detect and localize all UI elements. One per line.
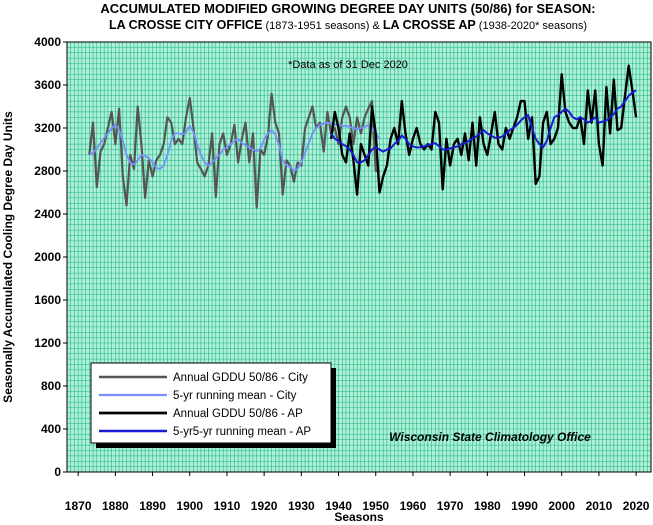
- title-airport-seasons: (1938-2020* seasons): [476, 20, 587, 32]
- y-tick-label: 1600: [34, 293, 61, 307]
- series-city-running-mean: [88, 121, 381, 172]
- data-date-note: *Data as of 31 Dec 2020: [288, 59, 408, 71]
- x-tick-label: 1900: [176, 499, 203, 513]
- y-axis-label: Seasonally Accumulated Cooling Degree Da…: [1, 111, 15, 403]
- y-tick-label: 2800: [34, 164, 61, 178]
- chart-title-line2: LA CROSSE CITY OFFICE (1873-1951 seasons…: [109, 18, 587, 32]
- x-tick-label: 1890: [139, 499, 166, 513]
- x-tick-label: 1870: [65, 499, 92, 513]
- legend: Annual GDDU 50/86 - City 5-yr running mea…: [90, 362, 336, 448]
- x-tick-label: 1950: [362, 499, 389, 513]
- y-tick-label: 2000: [34, 250, 61, 264]
- x-tick-label: 2020: [623, 499, 650, 513]
- x-tick-label: 1920: [251, 499, 278, 513]
- y-tick-label: 800: [41, 379, 61, 393]
- series-ap-annual: [329, 64, 638, 196]
- y-tick-label: 0: [54, 465, 61, 479]
- legend-entry: Annual GDDU 50/86 - City: [173, 372, 308, 384]
- y-axis-ticks: 0 400 800 1200 1600 2000 2400 2800 3200 3600 4000: [34, 35, 67, 479]
- legend-entry: 5-yr running mean - City: [173, 390, 297, 402]
- x-tick-label: 1980: [474, 499, 501, 513]
- x-tick-label: 1990: [511, 499, 538, 513]
- series-ap-running-mean: [330, 89, 637, 164]
- agency-label: Wisconsin State Climatology Office: [389, 430, 591, 444]
- x-tick-label: 1970: [437, 499, 464, 513]
- y-tick-label: 4000: [34, 35, 61, 49]
- x-tick-label: 1940: [325, 499, 352, 513]
- title-city-seasons: (1873-1951 seasons) &: [262, 20, 382, 32]
- x-tick-label: 1880: [102, 499, 129, 513]
- chart-title-line1: ACCUMULATED MODIFIED GROWING DEGREE DAY …: [100, 1, 595, 16]
- x-tick-label: 2010: [586, 499, 613, 513]
- chart-title: ACCUMULATED MODIFIED GROWING DEGREE DAY …: [100, 1, 595, 32]
- y-tick-label: 3200: [34, 121, 61, 135]
- title-airport: LA CROSSE AP: [383, 18, 476, 32]
- y-tick-label: 3600: [34, 78, 61, 92]
- x-tick-label: 1910: [214, 499, 241, 513]
- legend-entry: 5-yr5-yr running mean - AP: [173, 426, 311, 438]
- y-tick-label: 1200: [34, 336, 61, 350]
- legend-entry: Annual GDDU 50/86 - AP: [173, 408, 303, 420]
- x-tick-label: 1960: [400, 499, 427, 513]
- title-city-office: LA CROSSE CITY OFFICE: [109, 18, 263, 32]
- y-tick-label: 2400: [34, 207, 61, 221]
- x-tick-label: 2000: [548, 499, 575, 513]
- x-tick-label: 1930: [288, 499, 315, 513]
- series-lines: [88, 64, 638, 209]
- y-tick-label: 400: [41, 422, 61, 436]
- x-axis-label: Seasons: [334, 510, 384, 524]
- x-axis-ticks: 1870 1880 1890 1900 1910 1920 1930 1940 1950 1960…: [65, 472, 650, 513]
